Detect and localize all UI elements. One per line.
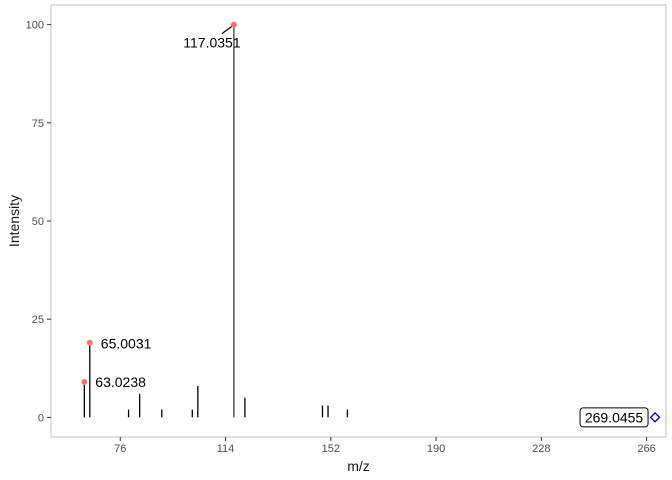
highlighted-peak-point bbox=[81, 379, 88, 386]
x-axis-title: m/z bbox=[347, 458, 370, 474]
x-tick-label: 76 bbox=[114, 443, 126, 455]
y-tick-label: 100 bbox=[26, 20, 44, 32]
x-tick-label: 190 bbox=[427, 443, 445, 455]
precursor-label: 269.0455 bbox=[585, 409, 644, 425]
x-tick-label: 152 bbox=[322, 443, 340, 455]
y-tick-label: 75 bbox=[32, 118, 44, 130]
y-tick-label: 25 bbox=[32, 314, 44, 326]
x-tick-label: 114 bbox=[217, 443, 235, 455]
x-tick-label: 228 bbox=[532, 443, 550, 455]
peak-label: 63.0238 bbox=[95, 374, 146, 390]
precursor-label-box bbox=[579, 407, 649, 428]
label-leader-line bbox=[221, 25, 234, 35]
peaks bbox=[83, 24, 349, 418]
peak-label: 117.0351 bbox=[183, 35, 241, 51]
peak-label: 65.0031 bbox=[101, 336, 152, 352]
x-tick-label: 266 bbox=[637, 443, 655, 455]
annotations: 63.0238 65.0031 117.0351 269.0455 bbox=[81, 21, 661, 428]
y-axis-title: Intensity bbox=[6, 195, 22, 247]
axes: 76 114 152 190 228 266 0 25 50 75 100 bbox=[26, 20, 656, 455]
precursor-marker bbox=[649, 411, 661, 423]
plot-panel bbox=[50, 4, 667, 438]
highlighted-peak-point bbox=[86, 339, 93, 346]
highlighted-peak-point bbox=[230, 21, 237, 28]
y-tick-label: 50 bbox=[32, 216, 44, 228]
y-tick-label: 0 bbox=[38, 412, 44, 424]
